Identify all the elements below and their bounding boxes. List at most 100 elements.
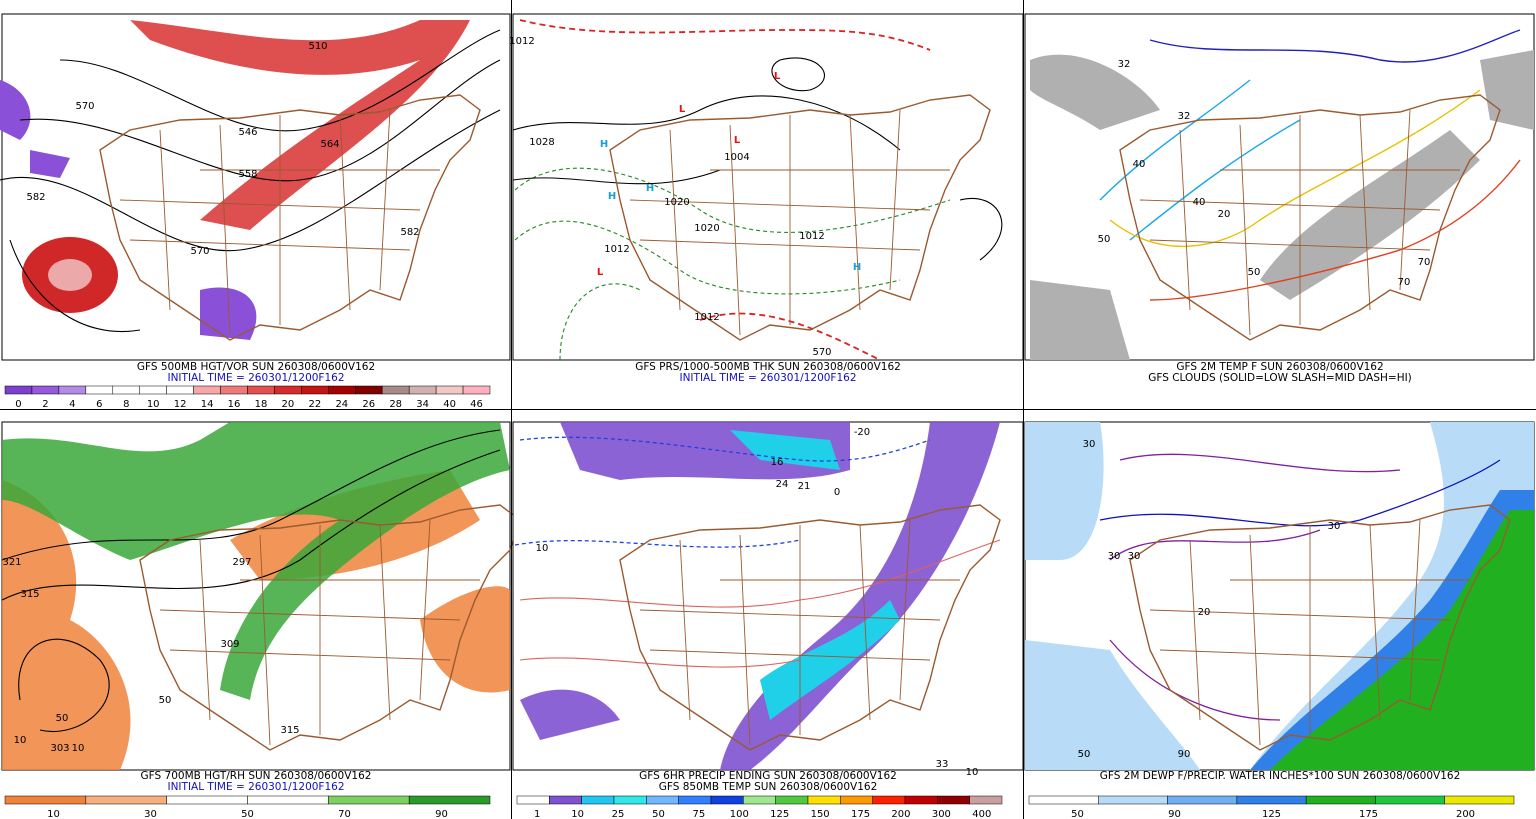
colorbar-swatch <box>1028 795 1099 805</box>
colorbar-label: 4 <box>69 399 75 410</box>
colorbar-swatch <box>31 385 60 395</box>
colorbar-label: 50 <box>1071 809 1084 819</box>
colorbar-label: 10 <box>47 809 60 819</box>
colorbar-swatch <box>85 385 114 395</box>
map-panel-1 <box>0 13 511 361</box>
contour-label: 1012 <box>799 231 824 242</box>
map-panel-2 <box>512 13 1024 361</box>
precip-area <box>730 430 900 720</box>
contour-label: 30 <box>1108 551 1121 562</box>
colorbar-label: 20 <box>282 399 295 410</box>
colorbar-swatch <box>328 385 356 395</box>
cloud-area <box>1030 50 1534 360</box>
colorbar-swatch <box>678 795 712 805</box>
map-panel-3 <box>1024 13 1535 361</box>
contour-label: 50 <box>1248 267 1261 278</box>
colorbar-swatch <box>581 795 615 805</box>
temp-contour <box>1149 29 1521 63</box>
contour-label: 1028 <box>529 137 554 148</box>
height-contour <box>0 29 501 332</box>
colorbar-swatch <box>247 795 329 805</box>
colorbar-swatch <box>247 385 275 395</box>
precip-area <box>520 422 1000 770</box>
caption: GFS CLOUDS (SOLID=LOW SLASH=MID DASH=HI) <box>1148 372 1412 384</box>
contour-label: 564 <box>320 139 339 150</box>
colorbar-swatch <box>408 385 437 395</box>
colorbar-swatch <box>516 795 550 805</box>
contour-label: 10 <box>14 735 27 746</box>
contour-label: 50 <box>1098 234 1111 245</box>
colorbar-swatch <box>710 795 744 805</box>
contour-label: 1012 <box>694 312 719 323</box>
contour-label: 40 <box>1133 159 1146 170</box>
colorbar-swatch <box>969 795 1003 805</box>
colorbar-label: 6 <box>96 399 102 410</box>
colorbar-label: 90 <box>435 809 448 819</box>
contour-label: 546 <box>238 127 257 138</box>
map-panel-6 <box>1024 421 1535 771</box>
contour-label: 10 <box>72 743 85 754</box>
colorbar-swatch <box>435 385 464 395</box>
contour-label: 315 <box>20 589 39 600</box>
contour-label: 570 <box>812 347 831 358</box>
contour-label: 30 <box>1128 551 1141 562</box>
colorbar-label: 175 <box>1359 809 1378 819</box>
contour-label: 510 <box>308 41 327 52</box>
contour-label: 40 <box>1193 197 1206 208</box>
pressure-center: L <box>774 71 781 82</box>
contour-label: 70 <box>1398 277 1411 288</box>
colorbar-swatch <box>1444 795 1515 805</box>
contour-label: 1004 <box>724 152 749 163</box>
colorbar-swatch <box>775 795 809 805</box>
contour-label: 582 <box>400 227 419 238</box>
colorbar-swatch <box>613 795 647 805</box>
colorbar-label: 70 <box>338 809 351 819</box>
colorbar-label: 28 <box>389 399 402 410</box>
height-contour <box>1 429 501 732</box>
contour-label: 570 <box>75 101 94 112</box>
colorbar-swatch <box>1305 795 1376 805</box>
colorbar-swatch <box>301 385 329 395</box>
contour-label: 21 <box>798 481 811 492</box>
pressure-center: H <box>608 191 616 202</box>
contour-label: 1012 <box>604 244 629 255</box>
colorbar-swatch <box>1236 795 1307 805</box>
contour-label: 309 <box>220 639 239 650</box>
colorbar-swatch <box>274 385 302 395</box>
colorbar-label: 90 <box>1168 809 1181 819</box>
contour-label: 32 <box>1118 59 1131 70</box>
colorbar-swatch <box>872 795 906 805</box>
pressure-center: L <box>679 104 686 115</box>
contour-label: 50 <box>1078 749 1091 760</box>
precip-water-area <box>1270 510 1534 770</box>
contour-label: 558 <box>238 169 257 180</box>
colorbar-label: 400 <box>972 809 991 819</box>
temp-contour <box>1109 89 1481 247</box>
contour-label: 24 <box>776 479 789 490</box>
caption: GFS PRS/1000-500MB THK SUN 260308/0600V1… <box>635 361 901 373</box>
caption: INITIAL TIME = 260301/1200F162 <box>167 372 344 384</box>
contour-label: 20 <box>1198 607 1211 618</box>
pressure-center: H <box>853 262 861 273</box>
colorbar-label: 75 <box>693 809 706 819</box>
colorbar-swatch <box>4 385 33 395</box>
colorbar-label: 50 <box>241 809 254 819</box>
contour-label: 20 <box>1218 209 1231 220</box>
colorbar-label: 25 <box>612 809 625 819</box>
caption: GFS 2M DEWP F/PRECIP. WATER INCHES*100 S… <box>1100 770 1461 782</box>
contour-label: 297 <box>232 557 251 568</box>
colorbar-swatch <box>1167 795 1238 805</box>
caption: GFS 850MB TEMP SUN 260308/0600V162 <box>659 781 878 793</box>
colorbar-swatch <box>58 385 87 395</box>
dewpoint-contour <box>1099 459 1501 527</box>
thickness-contour <box>514 167 951 361</box>
colorbar-label: 125 <box>1262 809 1281 819</box>
contour-label: 1020 <box>694 223 719 234</box>
colorbar-label: 200 <box>891 809 910 819</box>
colorbar-label: 22 <box>308 399 321 410</box>
contour-label: 90 <box>1178 749 1191 760</box>
caption: INITIAL TIME = 260301/1200F162 <box>167 781 344 793</box>
colorbar-swatch <box>646 795 679 805</box>
